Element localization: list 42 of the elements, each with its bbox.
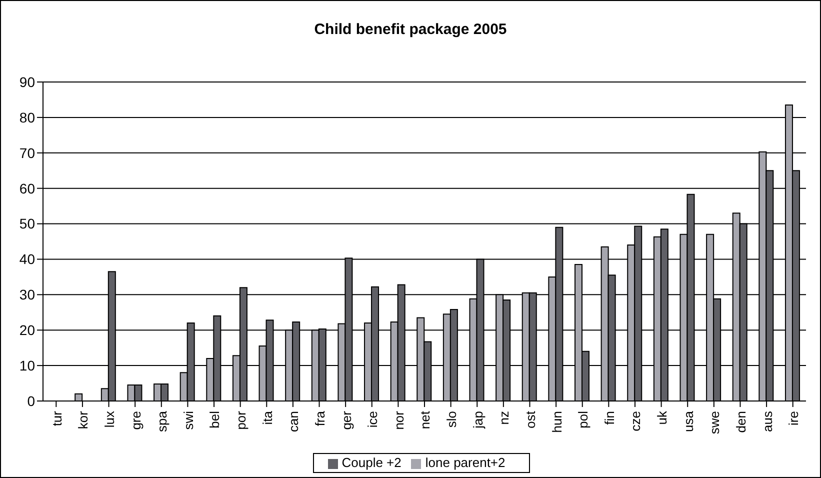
- legend-label: lone parent+2: [425, 455, 506, 470]
- x-tick-label: lux: [102, 410, 118, 428]
- y-tick-label: 70: [19, 144, 36, 161]
- x-tick-label: ice: [365, 411, 380, 428]
- x-tick-label: swe: [707, 411, 722, 434]
- x-tick-label: fin: [602, 411, 617, 425]
- x-tick-label: swi: [180, 410, 196, 430]
- legend-label: Couple +2: [342, 455, 402, 470]
- x-tick-label: bel: [207, 410, 222, 428]
- x-tick-label: nor: [391, 410, 406, 430]
- y-tick-label: 80: [19, 109, 36, 126]
- x-tick-label: den: [733, 411, 748, 433]
- x-tick-label: gre: [128, 411, 144, 430]
- y-tick-label: 0: [27, 392, 36, 409]
- x-tick-label: aus: [760, 410, 775, 432]
- x-tick-label: spa: [154, 410, 170, 432]
- x-tick-label: nz: [496, 411, 512, 425]
- x-tick-label: pol: [576, 410, 591, 428]
- x-tick-label: uk: [654, 410, 670, 425]
- y-tick-label: 20: [19, 322, 36, 338]
- x-tick-label: hun: [549, 411, 564, 433]
- x-tick-label: fra: [312, 410, 328, 426]
- y-tick-label: 10: [19, 358, 36, 374]
- y-tick-label: 50: [19, 216, 36, 232]
- x-tick-label: ita: [260, 410, 275, 425]
- x-tick-label: ost: [522, 410, 538, 428]
- x-tick-label: jap: [470, 411, 486, 430]
- x-tick-label: ire: [786, 411, 802, 426]
- x-tick-label: kor: [76, 410, 91, 430]
- y-tick-label: 60: [19, 180, 36, 196]
- x-tick-label: usa: [680, 410, 696, 432]
- y-tick-label: 40: [19, 251, 36, 268]
- y-tick-label: 90: [19, 74, 36, 90]
- x-tick-label: tur: [49, 410, 64, 426]
- chart-title: Child benefit package 2005: [313, 21, 508, 38]
- x-tick-label: cze: [628, 411, 644, 432]
- x-tick-label: por: [234, 410, 249, 430]
- x-tick-label: net: [418, 410, 433, 430]
- x-tick-label: slo: [444, 411, 460, 428]
- y-tick-label: 30: [19, 286, 36, 303]
- x-tick-label: ger: [338, 410, 354, 430]
- x-tick-label: can: [286, 411, 302, 432]
